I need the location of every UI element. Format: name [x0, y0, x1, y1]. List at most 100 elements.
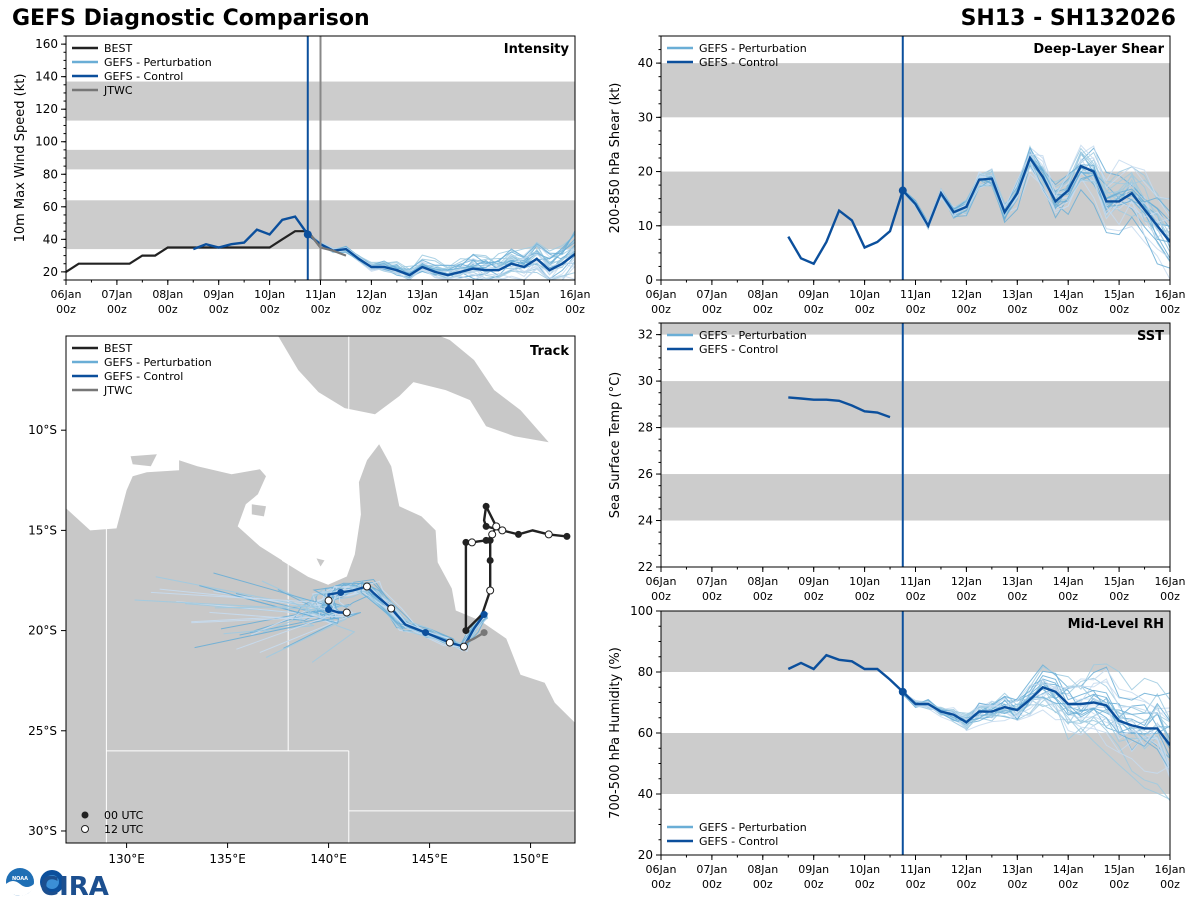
- rh-xtick-label: 06Jan: [646, 863, 677, 876]
- rh-perturbation-line-27: [902, 682, 1170, 749]
- track-point-12utc: [459, 642, 468, 651]
- sst-xtick-label: 12Jan: [951, 575, 982, 588]
- rh-xtick-sublabel: 00z: [651, 878, 671, 891]
- shear-ytick-label: 0: [645, 273, 653, 287]
- intensity-xtick-sublabel: 00z: [463, 303, 483, 316]
- sst-xtick-sublabel: 00z: [702, 590, 722, 603]
- shear-xtick-label: 08Jan: [747, 288, 778, 301]
- track-point-12utc: [362, 582, 371, 591]
- intensity-ylabel: 10m Max Wind Speed (kt): [13, 74, 28, 243]
- mornington-island: [316, 558, 325, 567]
- intensity-perturbation-line-29: [307, 232, 575, 278]
- shear-xtick-sublabel: 00z: [1007, 303, 1027, 316]
- rh-panel: 20 40 60 80 100 06Jan 00z 07Jan 00z 08Jan 00z 09Jan…: [608, 604, 1185, 891]
- groote-eylandt: [251, 504, 266, 517]
- intensity-ytick-label: 60: [43, 200, 58, 214]
- intensity-xtick-sublabel: 00z: [412, 303, 432, 316]
- sst-ytick-label: 24: [638, 514, 653, 528]
- track-point-00utc: [514, 530, 522, 538]
- storm-id: SH13 - SH132026: [960, 6, 1176, 31]
- track-point-00utc: [482, 502, 490, 510]
- intensity-xtick-label: 09Jan: [203, 288, 234, 301]
- shear-xtick-label: 09Jan: [798, 288, 829, 301]
- track-map-area: [66, 336, 575, 843]
- track-ytick-label: 20°S: [28, 624, 57, 638]
- track-line-gefs-control: [327, 585, 486, 649]
- shear-xtick-sublabel: 00z: [1160, 303, 1180, 316]
- noaa-logo-wave: [6, 881, 34, 897]
- rh-legend-label: GEFS - Perturbation: [699, 821, 807, 834]
- track-point-12utc: [486, 586, 495, 595]
- track-point-12utc: [467, 538, 476, 547]
- track-point-00utc: [422, 629, 430, 637]
- sst-xtick-sublabel: 00z: [1058, 590, 1078, 603]
- track-point-00utc: [480, 629, 488, 637]
- point-legend-00utc-marker: [81, 811, 89, 819]
- sst-frame: [660, 322, 1171, 568]
- track-point-12utc: [498, 526, 507, 535]
- intensity-xtick-label: 16Jan: [560, 288, 591, 301]
- rh-legend-label: GEFS - Control: [699, 835, 778, 848]
- intensity-series-best: [66, 230, 322, 273]
- intensity-ytick-label: 20: [43, 265, 58, 279]
- sst-xtick-label: 08Jan: [747, 575, 778, 588]
- track-xtick-label: 130°E: [108, 852, 145, 866]
- rh-xtick-sublabel: 00z: [1007, 878, 1027, 891]
- shear-ytick-label: 20: [638, 165, 653, 179]
- intensity-ytick-label: 100: [35, 135, 58, 149]
- track-ytick-label: 10°S: [28, 423, 57, 437]
- intensity-ytick-label: 80: [43, 167, 58, 181]
- track-point-00utc: [486, 556, 494, 564]
- intensity-series-gefs-control: [192, 215, 575, 277]
- sst-xtick-sublabel: 00z: [855, 590, 875, 603]
- tiwi-islands: [130, 454, 157, 467]
- track-point-00utc: [462, 538, 470, 546]
- rh-xtick-label: 08Jan: [747, 863, 778, 876]
- track-line-jtwc: [465, 631, 485, 644]
- intensity-ytick-label: 40: [43, 232, 58, 246]
- shear-xtick-sublabel: 00z: [1058, 303, 1078, 316]
- intensity-ytick-label: 140: [35, 70, 58, 84]
- track-xtick-label: 150°E: [512, 852, 549, 866]
- rh-xtick-label: 15Jan: [1104, 863, 1135, 876]
- intensity-xtick-label: 13Jan: [407, 288, 438, 301]
- intensity-analysis-marker: [303, 230, 312, 239]
- sst-xtick-sublabel: 00z: [906, 590, 926, 603]
- track-point-00utc: [563, 532, 571, 540]
- rh-analysis-marker: [898, 687, 907, 696]
- intensity-plot-area: [66, 36, 575, 280]
- cira-logo-globe-inner: [45, 875, 59, 889]
- shear-xtick-sublabel: 00z: [651, 303, 671, 316]
- sst-xtick-label: 06Jan: [646, 575, 677, 588]
- rh-plot-area: [661, 611, 1170, 855]
- rh-ytick-label: 60: [638, 726, 653, 740]
- intensity-xtick-sublabel: 00z: [362, 303, 382, 316]
- rh-perturbation-line-14: [902, 687, 1170, 766]
- rh-xtick-label: 12Jan: [951, 863, 982, 876]
- intensity-ytick-label: 120: [35, 102, 58, 116]
- shear-ytick-label: 40: [638, 56, 653, 70]
- rh-perturbation-line-25: [902, 670, 1170, 727]
- shear-xtick-label: 16Jan: [1155, 288, 1186, 301]
- sst-ytick-label: 26: [638, 467, 653, 481]
- intensity-xtick-sublabel: 00z: [158, 303, 178, 316]
- sst-legend-label: GEFS - Perturbation: [699, 329, 807, 342]
- shear-analysis-marker: [898, 186, 907, 195]
- rh-ytick-label: 20: [638, 848, 653, 862]
- track-title: Track: [530, 344, 569, 359]
- rh-xtick-sublabel: 00z: [1160, 878, 1180, 891]
- shear-band-1: [661, 63, 1170, 118]
- shear-xtick-sublabel: 00z: [702, 303, 722, 316]
- intensity-xtick-label: 07Jan: [101, 288, 132, 301]
- shear-xtick-sublabel: 00z: [804, 303, 824, 316]
- sst-xtick-label: 11Jan: [900, 575, 931, 588]
- sst-xtick-sublabel: 00z: [651, 590, 671, 603]
- rh-xtick-sublabel: 00z: [1109, 878, 1129, 891]
- rh-xtick-sublabel: 00z: [906, 878, 926, 891]
- shear-ylabel: 200-850 hPa Shear (kt): [608, 83, 623, 234]
- track-point-00utc: [480, 611, 488, 619]
- shear-xtick-label: 07Jan: [696, 288, 727, 301]
- sst-panel: 22 24 26 28 30 32 06Jan 00z 07Jan 00z 08Jan 00z 09Ja…: [608, 322, 1185, 603]
- rh-xtick-sublabel: 00z: [804, 878, 824, 891]
